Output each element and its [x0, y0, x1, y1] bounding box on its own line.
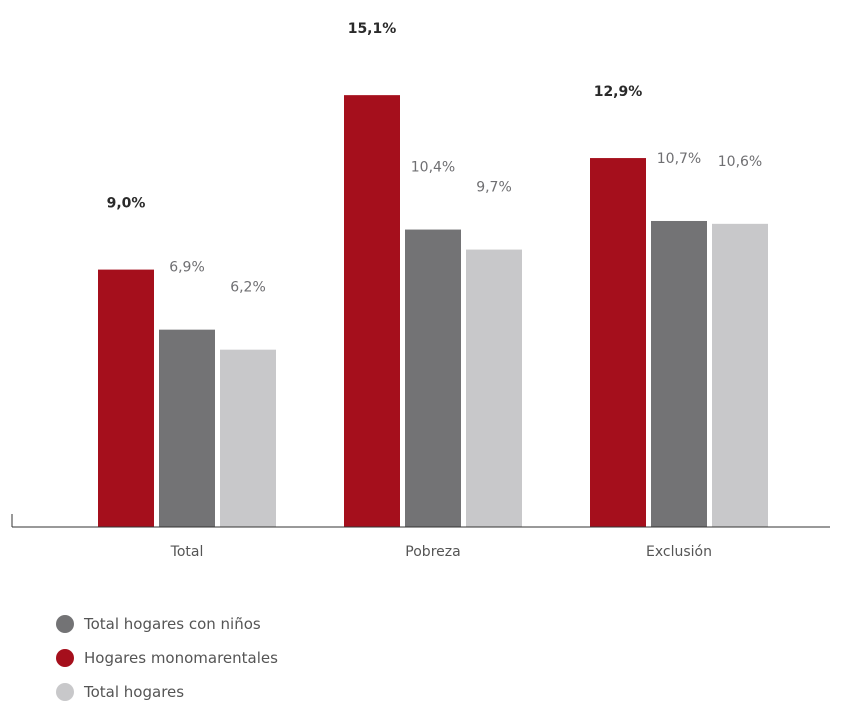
data-label: 6,9%	[169, 260, 205, 276]
category-label: Total	[170, 544, 204, 560]
legend: Total hogares con niños Hogares monomare…	[56, 607, 278, 709]
bar-pobreza-1	[405, 229, 461, 527]
data-label: 10,7%	[657, 151, 701, 167]
data-label: 9,7%	[476, 180, 512, 196]
legend-item: Hogares monomarentales	[56, 641, 278, 675]
data-label: 12,9%	[594, 84, 643, 100]
legend-swatch	[56, 615, 74, 633]
bar-exclusión-1	[651, 220, 707, 528]
bar-pobreza-0	[344, 95, 400, 527]
data-label: 6,2%	[230, 280, 266, 296]
bar-chart: 9,0% 6,9% 6,2% 15,1% 10,4% 9,7% 12,9% 10,7% 10,6…	[11, 21, 830, 560]
legend-swatch	[56, 649, 74, 667]
bar-exclusión-2	[712, 223, 768, 527]
bar-total-1	[159, 329, 215, 527]
bar-exclusión-0	[590, 158, 646, 527]
legend-item: Total hogares	[56, 675, 278, 709]
data-label: 10,4%	[411, 160, 455, 176]
bar-total-0	[98, 269, 154, 527]
data-label: 15,1%	[348, 21, 397, 37]
value-labels-group: 9,0% 6,9% 6,2% 15,1% 10,4% 9,7% 12,9% 10,7% 10,6…	[107, 21, 763, 296]
legend-label: Total hogares con niños	[84, 615, 261, 633]
bars-group	[98, 95, 768, 528]
legend-label: Hogares monomarentales	[84, 649, 278, 667]
legend-item: Total hogares con niños	[56, 607, 278, 641]
data-label: 9,0%	[107, 196, 146, 212]
legend-swatch	[56, 683, 74, 701]
bar-total-2	[220, 349, 276, 527]
legend-label: Total hogares	[84, 683, 185, 701]
bar-pobreza-2	[466, 249, 522, 527]
category-labels-group: Total Pobreza Exclusión	[170, 544, 712, 560]
category-label: Exclusión	[646, 544, 712, 560]
data-label: 10,6%	[718, 154, 762, 170]
category-label: Pobreza	[405, 544, 460, 560]
